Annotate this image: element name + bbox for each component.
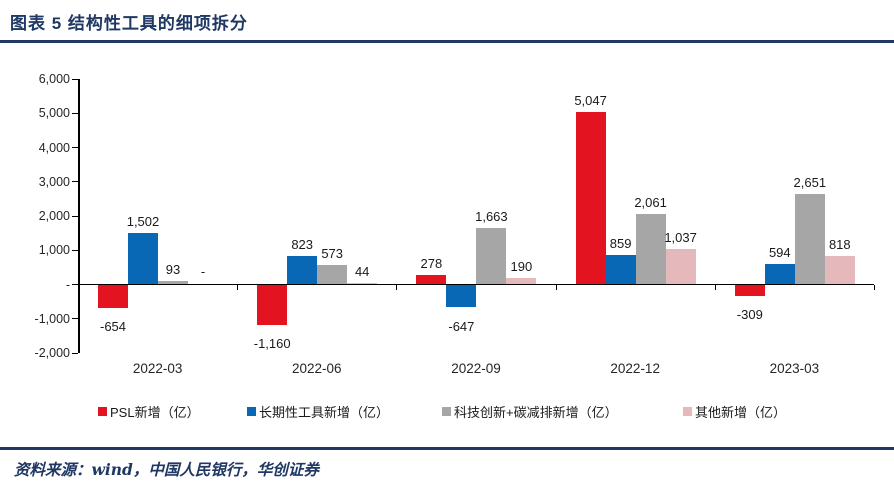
- legend-item-科技创新+碳减排新增（亿）: 科技创新+碳减排新增（亿）: [442, 402, 618, 421]
- y-tick-mark: [72, 318, 78, 320]
- x-tick-mark: [714, 284, 716, 290]
- value-label: -: [200, 263, 206, 279]
- x-category-label: 2022-09: [451, 361, 501, 376]
- y-tick-label: 4,000: [38, 140, 70, 155]
- y-tick-label: 3,000: [38, 174, 70, 189]
- x-category-label: 2022-03: [132, 361, 183, 376]
- value-label: 818: [828, 237, 851, 253]
- bar-PSL新增（亿）-2022-06: [257, 285, 288, 325]
- value-label: 2,061: [634, 194, 667, 210]
- value-label: -1,160: [253, 336, 291, 352]
- value-label: 5,047: [574, 92, 607, 108]
- legend-label: 长期性工具新增（亿）: [259, 405, 390, 420]
- bar-科技创新+碳减排新增（亿）-2022-03: [158, 281, 188, 285]
- x-category-label: 2022-12: [610, 361, 660, 376]
- x-category-label: 2023-03: [769, 361, 820, 376]
- value-label: 573: [321, 245, 344, 261]
- value-label: -309: [736, 307, 763, 323]
- x-tick-mark: [237, 284, 239, 290]
- y-tick-mark: [72, 112, 78, 114]
- bar-科技创新+碳减排新增（亿）-2022-09: [476, 227, 507, 285]
- y-tick-label: -: [65, 277, 70, 292]
- x-tick-mark: [874, 284, 875, 290]
- legend-label: 科技创新+碳减排新增（亿）: [454, 405, 618, 420]
- y-tick-mark: [72, 215, 78, 217]
- x-tick-mark: [78, 284, 79, 290]
- bar-科技创新+碳减排新增（亿）-2023-03: [794, 193, 825, 285]
- bar-长期性工具新增（亿）-2022-06: [287, 256, 318, 285]
- x-tick-mark: [555, 284, 557, 290]
- source-note: 资料来源：wind，中国人民银行，华创证券: [14, 460, 319, 479]
- bar-其他新增（亿）-2023-03: [824, 256, 855, 285]
- bar-科技创新+碳减排新增（亿）-2022-12: [635, 213, 666, 285]
- bar-其他新增（亿）-2022-06: [347, 282, 378, 285]
- x-tick-mark: [396, 284, 398, 290]
- legend-label: PSL新增（亿）: [110, 405, 200, 420]
- value-label: 190: [510, 258, 533, 274]
- y-tick-mark: [72, 78, 78, 80]
- y-tick-mark: [72, 284, 78, 285]
- legend-label: 其他新增（亿）: [695, 405, 787, 420]
- bar-PSL新增（亿）-2023-03: [734, 285, 765, 296]
- bar-chart: 6,000 5,000 4,000 3,000 2,000 1,000- -1,000 -2,…: [34, 72, 875, 421]
- legend-item-PSL新增（亿）: PSL新增（亿）: [98, 402, 200, 421]
- value-label: 594: [768, 245, 791, 261]
- x-axis-line: [78, 283, 874, 286]
- value-label: 2,651: [793, 174, 827, 190]
- value-label: 859: [609, 236, 632, 252]
- value-label: -647: [448, 318, 475, 334]
- legend-swatch: [98, 407, 107, 416]
- y-tick-mark: [72, 352, 78, 354]
- value-label: -654: [99, 318, 127, 334]
- chart-header: 图表 5 结构性工具的细项拆分: [0, 0, 894, 43]
- x-category-label: 2022-06: [292, 361, 342, 376]
- bar-长期性工具新增（亿）-2023-03: [764, 264, 795, 285]
- bar-长期性工具新增（亿）-2022-12: [605, 255, 636, 285]
- bar-其他新增（亿）-2022-09: [506, 277, 537, 285]
- value-label: 44: [354, 263, 370, 279]
- y-axis-line: [78, 79, 80, 353]
- legend-swatch: [247, 407, 256, 416]
- y-tick-label: 6,000: [38, 72, 70, 86]
- bar-科技创新+碳减排新增（亿）-2022-06: [317, 264, 348, 285]
- legend-item-长期性工具新增（亿）: 长期性工具新增（亿）: [247, 402, 389, 421]
- legend-swatch: [442, 407, 451, 416]
- y-tick-label: 1,000: [38, 243, 70, 258]
- chart-footer: 资料来源：wind，中国人民银行，华创证券: [0, 447, 894, 480]
- value-label: 93: [165, 262, 181, 278]
- y-tick-label: -2,000: [34, 346, 70, 360]
- y-tick-label: 5,000: [38, 106, 70, 121]
- value-label: 823: [291, 237, 314, 253]
- value-label: 1,663: [475, 208, 508, 224]
- bar-其他新增（亿）-2022-12: [665, 248, 696, 285]
- page-title: 图表 5 结构性工具的细项拆分: [10, 14, 248, 33]
- bar-PSL新增（亿）-2022-12: [575, 111, 606, 285]
- y-tick-label: 2,000: [38, 209, 70, 223]
- legend-swatch: [683, 407, 692, 416]
- bar-长期性工具新增（亿）-2022-09: [446, 285, 477, 308]
- bar-长期性工具新增（亿）-2022-03: [128, 233, 158, 285]
- y-tick-mark: [72, 147, 78, 148]
- y-tick-mark: [72, 181, 78, 183]
- bar-PSL新增（亿）-2022-03: [98, 285, 128, 308]
- value-label: 1,037: [664, 229, 697, 245]
- y-tick-label: -1,000: [34, 311, 70, 326]
- value-label: 1,502: [126, 214, 160, 230]
- value-label: 278: [420, 255, 443, 271]
- y-tick-mark: [72, 249, 78, 251]
- bar-PSL新增（亿）-2022-09: [416, 274, 447, 285]
- legend-item-其他新增（亿）: 其他新增（亿）: [683, 402, 786, 421]
